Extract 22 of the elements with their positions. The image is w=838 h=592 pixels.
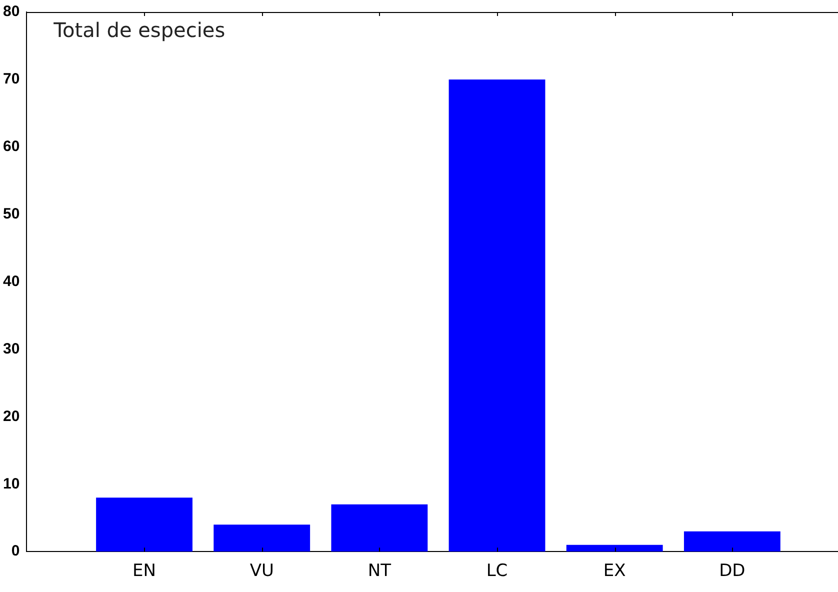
annotation: Total de especies (52, 18, 226, 42)
bar (684, 531, 780, 552)
bar (448, 79, 546, 552)
x-tick-label: LC (486, 561, 508, 582)
bar (96, 498, 192, 552)
y-tick-label: 20 (2, 408, 20, 425)
bar (331, 504, 428, 552)
x-tick-label: DD (719, 561, 746, 582)
bar (566, 544, 663, 552)
y-tick-label: 10 (2, 475, 20, 492)
y-tick-label: 60 (2, 138, 20, 156)
y-tick-label: 40 (2, 272, 20, 290)
x-tick-label: NT (368, 561, 392, 582)
y-tick-label: 70 (2, 70, 20, 88)
x-tick-label: VU (250, 561, 274, 582)
bar (214, 524, 310, 552)
y-tick-label: 80 (2, 3, 20, 20)
y-tick-label: 30 (2, 340, 20, 358)
x-tick-label: EX (603, 561, 626, 582)
y-tick-label: 50 (2, 205, 20, 222)
x-tick-label: EN (132, 561, 156, 582)
y-tick-label: 0 (11, 542, 20, 560)
